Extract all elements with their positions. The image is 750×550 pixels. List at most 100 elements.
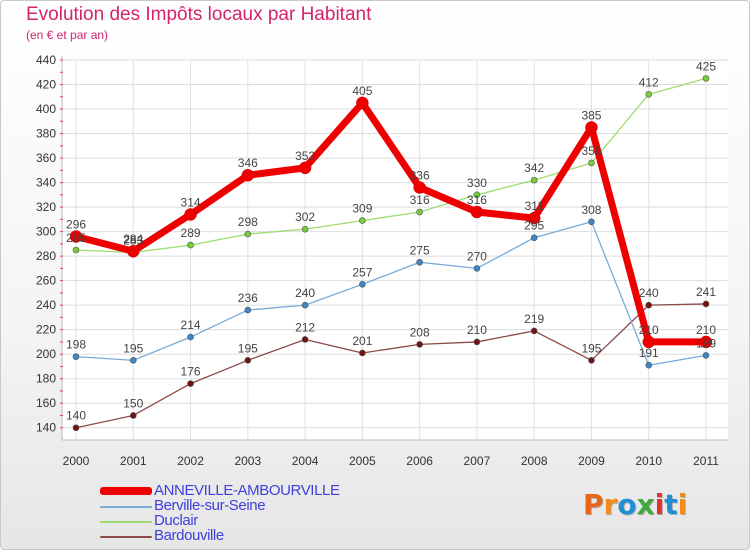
data-label: 150 bbox=[123, 396, 143, 410]
data-point bbox=[301, 336, 309, 343]
data-point bbox=[244, 230, 252, 238]
data-point bbox=[301, 225, 309, 233]
data-label: 270 bbox=[467, 249, 487, 263]
data-point bbox=[416, 341, 423, 348]
data-label: 199 bbox=[696, 336, 716, 350]
x-tick-label: 2009 bbox=[578, 454, 605, 468]
legend-label: Berville-sur-Seine bbox=[154, 497, 266, 514]
logo-letter: t bbox=[664, 488, 678, 521]
data-point bbox=[244, 357, 252, 364]
data-point bbox=[184, 208, 197, 221]
data-label: 425 bbox=[696, 59, 716, 73]
x-tick-label: 2011 bbox=[693, 454, 719, 468]
data-label: 316 bbox=[410, 193, 430, 207]
logo-letter: i bbox=[677, 488, 688, 521]
data-label: 214 bbox=[181, 318, 201, 332]
data-point bbox=[72, 353, 80, 360]
data-label: 212 bbox=[295, 320, 315, 334]
data-label: 241 bbox=[696, 285, 716, 299]
data-label: 302 bbox=[295, 210, 315, 224]
y-tick-label: 200 bbox=[36, 347, 56, 361]
x-tick-label: 2004 bbox=[292, 454, 319, 468]
data-point bbox=[588, 357, 595, 364]
data-label: 201 bbox=[352, 334, 372, 348]
data-label: 210 bbox=[696, 323, 716, 337]
data-label: 385 bbox=[581, 108, 601, 122]
data-label: 296 bbox=[66, 218, 86, 232]
data-point bbox=[301, 301, 309, 309]
data-label: 311 bbox=[525, 199, 544, 213]
y-tick-label: 300 bbox=[36, 225, 56, 239]
data-point bbox=[645, 361, 653, 369]
data-label: 330 bbox=[467, 176, 487, 190]
data-point bbox=[356, 96, 369, 110]
data-point bbox=[72, 424, 80, 432]
data-point bbox=[702, 75, 710, 82]
data-label: 405 bbox=[352, 84, 372, 98]
data-label: 283 bbox=[123, 233, 143, 247]
data-label: 219 bbox=[524, 312, 544, 326]
data-label: 346 bbox=[238, 156, 258, 170]
data-label: 176 bbox=[181, 365, 201, 379]
y-tick-label: 220 bbox=[36, 323, 56, 337]
chart-subtitle: (en € et par an) bbox=[26, 28, 109, 42]
data-label: 195 bbox=[238, 341, 258, 355]
data-point bbox=[187, 380, 194, 387]
data-point bbox=[187, 241, 194, 249]
data-point bbox=[72, 246, 80, 254]
data-point bbox=[702, 352, 710, 359]
y-tick-label: 340 bbox=[36, 176, 56, 190]
data-point bbox=[530, 327, 538, 335]
data-point bbox=[69, 230, 83, 243]
x-tick-label: 2000 bbox=[63, 454, 90, 468]
data-label: 195 bbox=[123, 341, 143, 355]
data-label: 195 bbox=[581, 341, 601, 355]
data-point bbox=[645, 91, 653, 98]
x-tick-label: 2005 bbox=[349, 454, 376, 468]
data-point bbox=[244, 306, 252, 314]
data-point bbox=[470, 205, 484, 219]
logo-letter: P bbox=[583, 488, 604, 521]
data-point bbox=[129, 412, 137, 419]
legend-label: Duclair bbox=[154, 512, 198, 529]
data-label: 308 bbox=[581, 203, 601, 217]
data-label: 295 bbox=[524, 219, 544, 233]
legend-swatch bbox=[100, 506, 152, 508]
data-label: 208 bbox=[410, 325, 430, 339]
data-point bbox=[642, 335, 655, 349]
x-tick-label: 2001 bbox=[120, 454, 147, 468]
data-label: 257 bbox=[352, 265, 372, 279]
line-chart: 140 160 180 200 220 240 260 280 300 320 340 360 380 4… bbox=[36, 53, 728, 468]
data-point bbox=[473, 265, 481, 272]
data-point bbox=[359, 349, 366, 357]
legend-label: ANNEVILLE-AMBOURVILLE bbox=[154, 482, 340, 499]
data-label: 342 bbox=[524, 161, 544, 175]
data-label: 309 bbox=[352, 202, 372, 216]
x-tick-label: 2010 bbox=[635, 454, 662, 468]
data-point bbox=[473, 338, 481, 346]
y-tick-label: 180 bbox=[36, 372, 56, 386]
data-point bbox=[527, 211, 541, 225]
y-tick-label: 280 bbox=[36, 249, 56, 263]
data-point bbox=[645, 301, 653, 309]
y-tick-label: 240 bbox=[36, 298, 56, 312]
data-label: 210 bbox=[639, 323, 659, 337]
y-tick-label: 260 bbox=[36, 274, 56, 288]
logo-letter: i bbox=[654, 488, 665, 521]
data-point bbox=[530, 234, 538, 242]
proxiti-logo: Proxiti bbox=[583, 488, 687, 521]
data-label: 210 bbox=[467, 323, 487, 337]
data-label: 289 bbox=[181, 226, 201, 240]
y-tick-label: 160 bbox=[36, 396, 56, 410]
y-tick-label: 140 bbox=[36, 421, 56, 435]
data-point bbox=[359, 281, 366, 288]
data-label: 316 bbox=[467, 193, 487, 207]
data-point bbox=[241, 168, 255, 182]
legend-swatch bbox=[100, 521, 152, 523]
data-label: 412 bbox=[639, 75, 659, 89]
data-point bbox=[416, 258, 423, 266]
data-label: 336 bbox=[410, 168, 430, 182]
x-tick-label: 2003 bbox=[234, 454, 261, 468]
y-tick-label: 440 bbox=[36, 53, 56, 67]
x-tick-label: 2007 bbox=[464, 454, 491, 468]
